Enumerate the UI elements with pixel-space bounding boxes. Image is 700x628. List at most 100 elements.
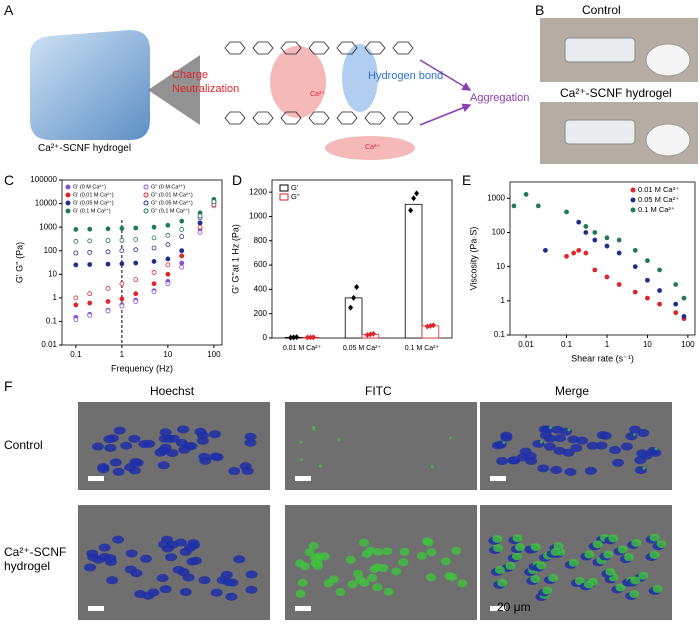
point — [87, 226, 93, 232]
tube — [564, 37, 636, 63]
panel-label: B — [535, 2, 545, 18]
nucleus — [208, 430, 221, 439]
point — [165, 232, 171, 238]
point — [105, 249, 111, 255]
fitc-signal — [430, 465, 434, 469]
point — [105, 226, 111, 232]
fitc-signal — [383, 587, 394, 596]
nucleus — [245, 570, 258, 579]
hydrogel-cube — [30, 30, 150, 140]
point — [583, 250, 589, 256]
nucleus — [543, 442, 556, 451]
legend-label: G'' (0.01 M Ca²⁺) — [151, 191, 193, 198]
y-tick-label: 1000 — [39, 222, 57, 231]
zoom-wedge — [148, 55, 200, 125]
y-tick-label: 200 — [254, 309, 268, 318]
point — [165, 262, 171, 268]
bar — [404, 203, 423, 339]
fitc-signal — [550, 547, 561, 556]
hbond-label: Hydrogen bond — [368, 70, 444, 82]
fitc-signal — [494, 565, 505, 574]
point — [73, 302, 79, 308]
scale-bar — [295, 476, 311, 481]
point — [535, 203, 541, 209]
point — [133, 237, 139, 242]
fitc-signal — [359, 578, 370, 587]
sugar-ring — [280, 41, 302, 55]
point — [645, 258, 650, 264]
panel-label: D — [232, 172, 243, 188]
legend-label: G'' (0 M Ca²⁺) — [151, 183, 185, 190]
fitc-signal — [347, 580, 358, 589]
x-tick-label: 0.05 M Ca²⁺ — [343, 345, 382, 352]
point — [616, 282, 622, 287]
point — [133, 291, 139, 297]
legend-label: G' (0.1 M Ca²⁺) — [73, 207, 111, 214]
sugar-ring — [308, 41, 330, 55]
nucleus — [500, 433, 513, 442]
point — [179, 227, 185, 232]
nucleus — [159, 443, 172, 452]
replicate-point — [430, 322, 436, 329]
y-axis-label: G' G''at 1 Hz (Pa) — [230, 224, 240, 294]
legend-marker — [630, 207, 636, 213]
nucleus — [165, 553, 178, 562]
x-tick-label: 100 — [207, 350, 221, 359]
point — [645, 295, 650, 301]
replicate-point — [348, 304, 354, 311]
nucleus — [562, 448, 575, 457]
point — [119, 237, 125, 243]
nucleus — [491, 441, 504, 450]
fitc-signal — [423, 538, 434, 547]
x-tick-label: 10 — [163, 350, 172, 359]
point — [511, 203, 517, 209]
point — [105, 238, 111, 243]
y-tick-label: 1 — [53, 293, 58, 302]
fitc-signal — [530, 543, 541, 552]
fitc-signal — [630, 576, 641, 585]
nucleus — [128, 466, 141, 475]
point — [119, 248, 125, 254]
nucleus — [163, 434, 176, 443]
row-label: Control — [4, 438, 43, 452]
sugar-ring — [252, 41, 274, 55]
point — [179, 253, 185, 259]
x-axis-label: Frequency (Hz) — [111, 363, 173, 373]
nucleus — [226, 578, 239, 587]
nucleus — [159, 428, 172, 437]
y-tick-label: 100 — [492, 228, 506, 237]
point — [197, 224, 203, 230]
point — [616, 250, 622, 256]
point — [657, 267, 663, 273]
nucleus — [185, 442, 198, 451]
fitc-signal — [345, 555, 356, 564]
legend-marker — [65, 184, 71, 190]
sugar-ring — [336, 111, 358, 125]
scale-bar — [88, 606, 104, 611]
fitc-signal — [369, 565, 380, 574]
ion-label: Ca²⁺ — [310, 91, 325, 98]
panel-label: F — [4, 378, 13, 394]
legend-label: 0.1 M Ca²⁺ — [638, 205, 675, 214]
fitc-signal — [318, 464, 322, 468]
fitc-signal — [567, 428, 571, 432]
point — [657, 301, 663, 307]
point — [583, 230, 589, 235]
y-tick-label: 0.1 — [494, 330, 506, 339]
point — [105, 261, 111, 267]
point — [105, 308, 111, 314]
point — [151, 281, 157, 287]
point — [151, 270, 157, 275]
point — [151, 224, 157, 230]
y-tick-label: 10000 — [35, 199, 58, 208]
sugar-ring — [364, 111, 386, 125]
nucleus — [612, 458, 625, 467]
fitc-signal — [457, 579, 468, 588]
fitc-signal — [652, 584, 663, 593]
point — [632, 289, 638, 295]
nucleus — [225, 592, 238, 601]
nucleus — [104, 554, 117, 563]
fitc-signal — [584, 550, 595, 559]
point — [151, 289, 157, 295]
fitc-signal — [608, 534, 619, 543]
